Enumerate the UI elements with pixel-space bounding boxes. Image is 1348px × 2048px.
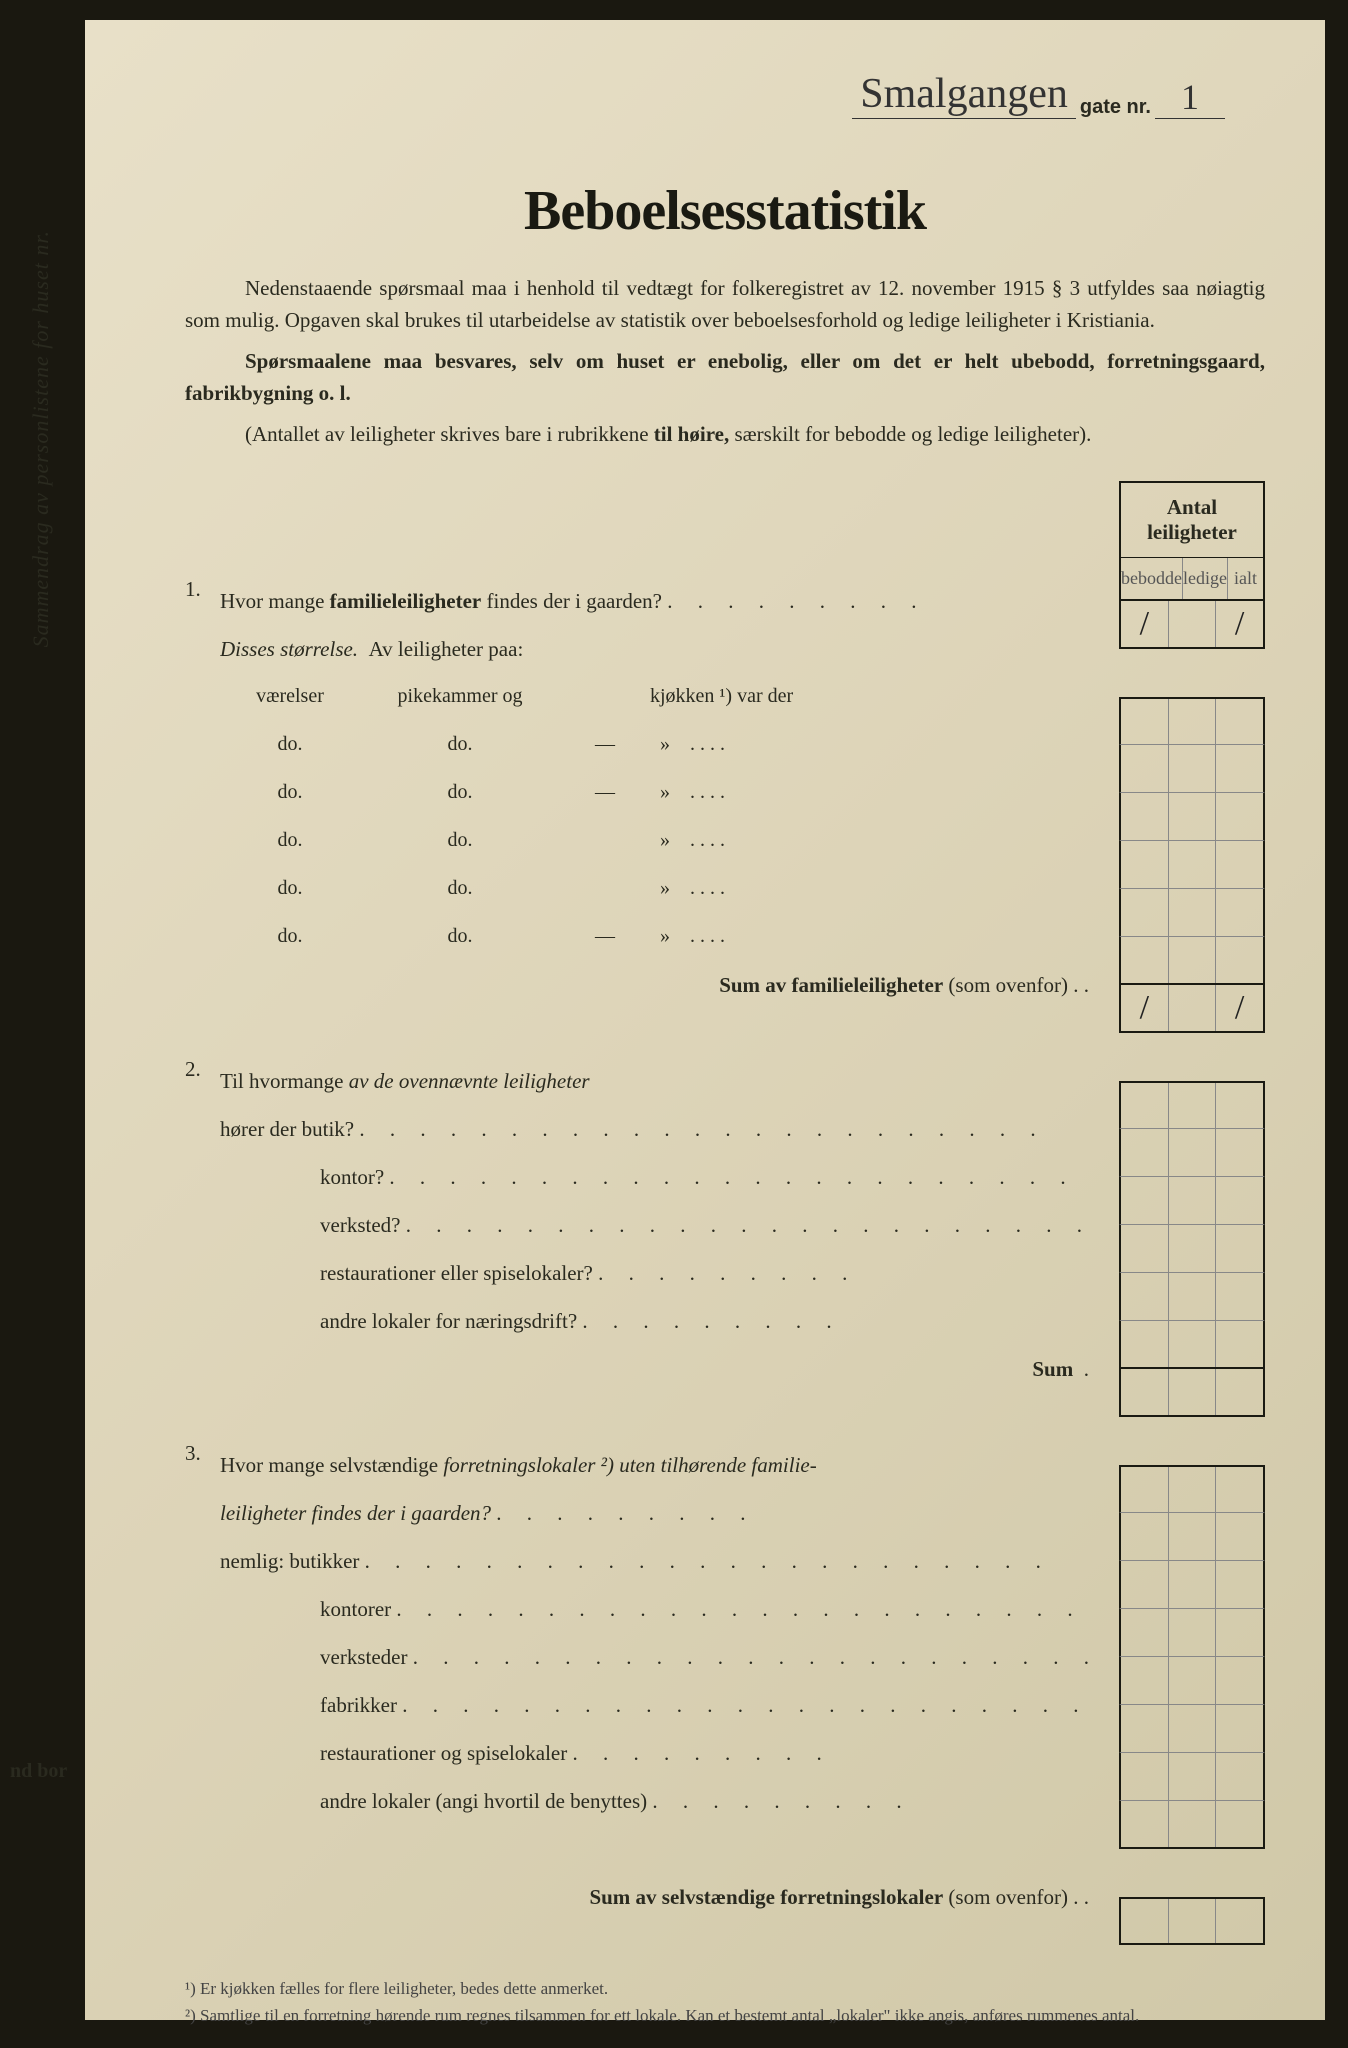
table-row bbox=[1119, 1129, 1265, 1177]
table-row bbox=[1119, 937, 1265, 985]
col-ledige: ledige bbox=[1183, 558, 1228, 599]
q1-do-row: do.do.— » . . . . bbox=[220, 721, 1099, 769]
q1-do-row: do.do.— » . . . . bbox=[220, 913, 1099, 961]
table-row-q1-sum: / / bbox=[1119, 985, 1265, 1033]
q3-number: 3. bbox=[185, 1441, 220, 1921]
table-row-q3-sum bbox=[1119, 1897, 1265, 1945]
spine-vertical-text: Sammendrag av personlistene for huset nr… bbox=[28, 230, 54, 647]
q3-sum-line: Sum av selvstændige forretningslokaler (… bbox=[220, 1873, 1099, 1921]
intro-paragraph-1: Nedenstaaende spørsmaal maa i henhold ti… bbox=[185, 273, 1265, 336]
q1-number: 1. bbox=[185, 577, 220, 1009]
col-ialt: ialt bbox=[1228, 558, 1263, 599]
cell-bebodde: / bbox=[1121, 601, 1169, 647]
cell-ledige bbox=[1169, 985, 1217, 1031]
table-row bbox=[1119, 649, 1265, 697]
q2-sum-line: Sum . bbox=[220, 1345, 1099, 1393]
intro-paragraph-2: Spørsmaalene maa besvares, selv om huset… bbox=[185, 346, 1265, 409]
questions-column: 1. Hvor mange familieleiligheter findes … bbox=[185, 481, 1119, 1945]
table-row bbox=[1119, 1801, 1265, 1849]
table-row-q2-sum bbox=[1119, 1369, 1265, 1417]
table-row bbox=[1119, 745, 1265, 793]
table-row bbox=[1119, 697, 1265, 745]
table-row bbox=[1119, 1657, 1265, 1705]
table-row bbox=[1119, 1609, 1265, 1657]
q2-body: Til hvormange av de ovennævnte leilighet… bbox=[220, 1057, 1099, 1393]
cell-bebodde: / bbox=[1121, 985, 1169, 1031]
table-row bbox=[1119, 1753, 1265, 1801]
table-row bbox=[1119, 1705, 1265, 1753]
q2-number: 2. bbox=[185, 1057, 220, 1393]
q1-do-row: do.do. » . . . . bbox=[220, 865, 1099, 913]
table-row bbox=[1119, 1225, 1265, 1273]
table-row bbox=[1119, 1177, 1265, 1225]
document-page: Smalgangen gate nr. 1 Beboelsesstatistik… bbox=[85, 20, 1325, 2020]
table-row bbox=[1119, 793, 1265, 841]
footnotes: ¹) Er kjøkken fælles for flere leilighet… bbox=[185, 1975, 1265, 2029]
footnote-1: ¹) Er kjøkken fælles for flere leilighet… bbox=[185, 1975, 1265, 2002]
gate-label: gate nr. bbox=[1080, 96, 1151, 119]
cell-ledige bbox=[1169, 601, 1217, 647]
cell-ialt: / bbox=[1216, 985, 1263, 1031]
table-row bbox=[1119, 1081, 1265, 1129]
table-row bbox=[1119, 841, 1265, 889]
table-sub-headers: bebodde ledige ialt bbox=[1119, 557, 1265, 601]
table-row: / / bbox=[1119, 601, 1265, 649]
table-header: Antal leiligheter bbox=[1119, 481, 1265, 557]
main-content-area: 1. Hvor mange familieleiligheter findes … bbox=[185, 481, 1265, 1945]
table-row bbox=[1119, 889, 1265, 937]
antal-table: Antal leiligheter bebodde ledige ialt / … bbox=[1119, 481, 1265, 1945]
house-number-handwritten: 1 bbox=[1155, 76, 1225, 119]
intro-paragraph-3: (Antallet av leiligheter skrives bare i … bbox=[185, 419, 1265, 451]
q3-body: Hvor mange selvstændige forretningslokal… bbox=[220, 1441, 1099, 1921]
header-address-line: Smalgangen gate nr. 1 bbox=[185, 70, 1265, 119]
col-bebodde: bebodde bbox=[1121, 558, 1183, 599]
q1-header-row: værelser pikekammer og kjøkken ¹) var de… bbox=[220, 673, 1099, 721]
q1-body: Hvor mange familieleiligheter findes der… bbox=[220, 577, 1099, 1009]
table-row bbox=[1119, 1273, 1265, 1321]
q1-do-row: do.do.— » . . . . bbox=[220, 769, 1099, 817]
table-row bbox=[1119, 1513, 1265, 1561]
spine-nd-bor: nd bor bbox=[10, 1760, 67, 1783]
table-row bbox=[1119, 1465, 1265, 1513]
table-row bbox=[1119, 1561, 1265, 1609]
document-title: Beboelsesstatistik bbox=[185, 179, 1265, 243]
q1-sum-line: Sum av familieleiligheter (som ovenfor) … bbox=[220, 961, 1099, 1009]
cell-ialt: / bbox=[1216, 601, 1263, 647]
footnote-2: ²) Samtlige til en forretning hørende ru… bbox=[185, 2002, 1265, 2029]
street-handwritten: Smalgangen bbox=[852, 70, 1076, 119]
q1-do-row: do.do. » . . . . bbox=[220, 817, 1099, 865]
table-row bbox=[1119, 1321, 1265, 1369]
